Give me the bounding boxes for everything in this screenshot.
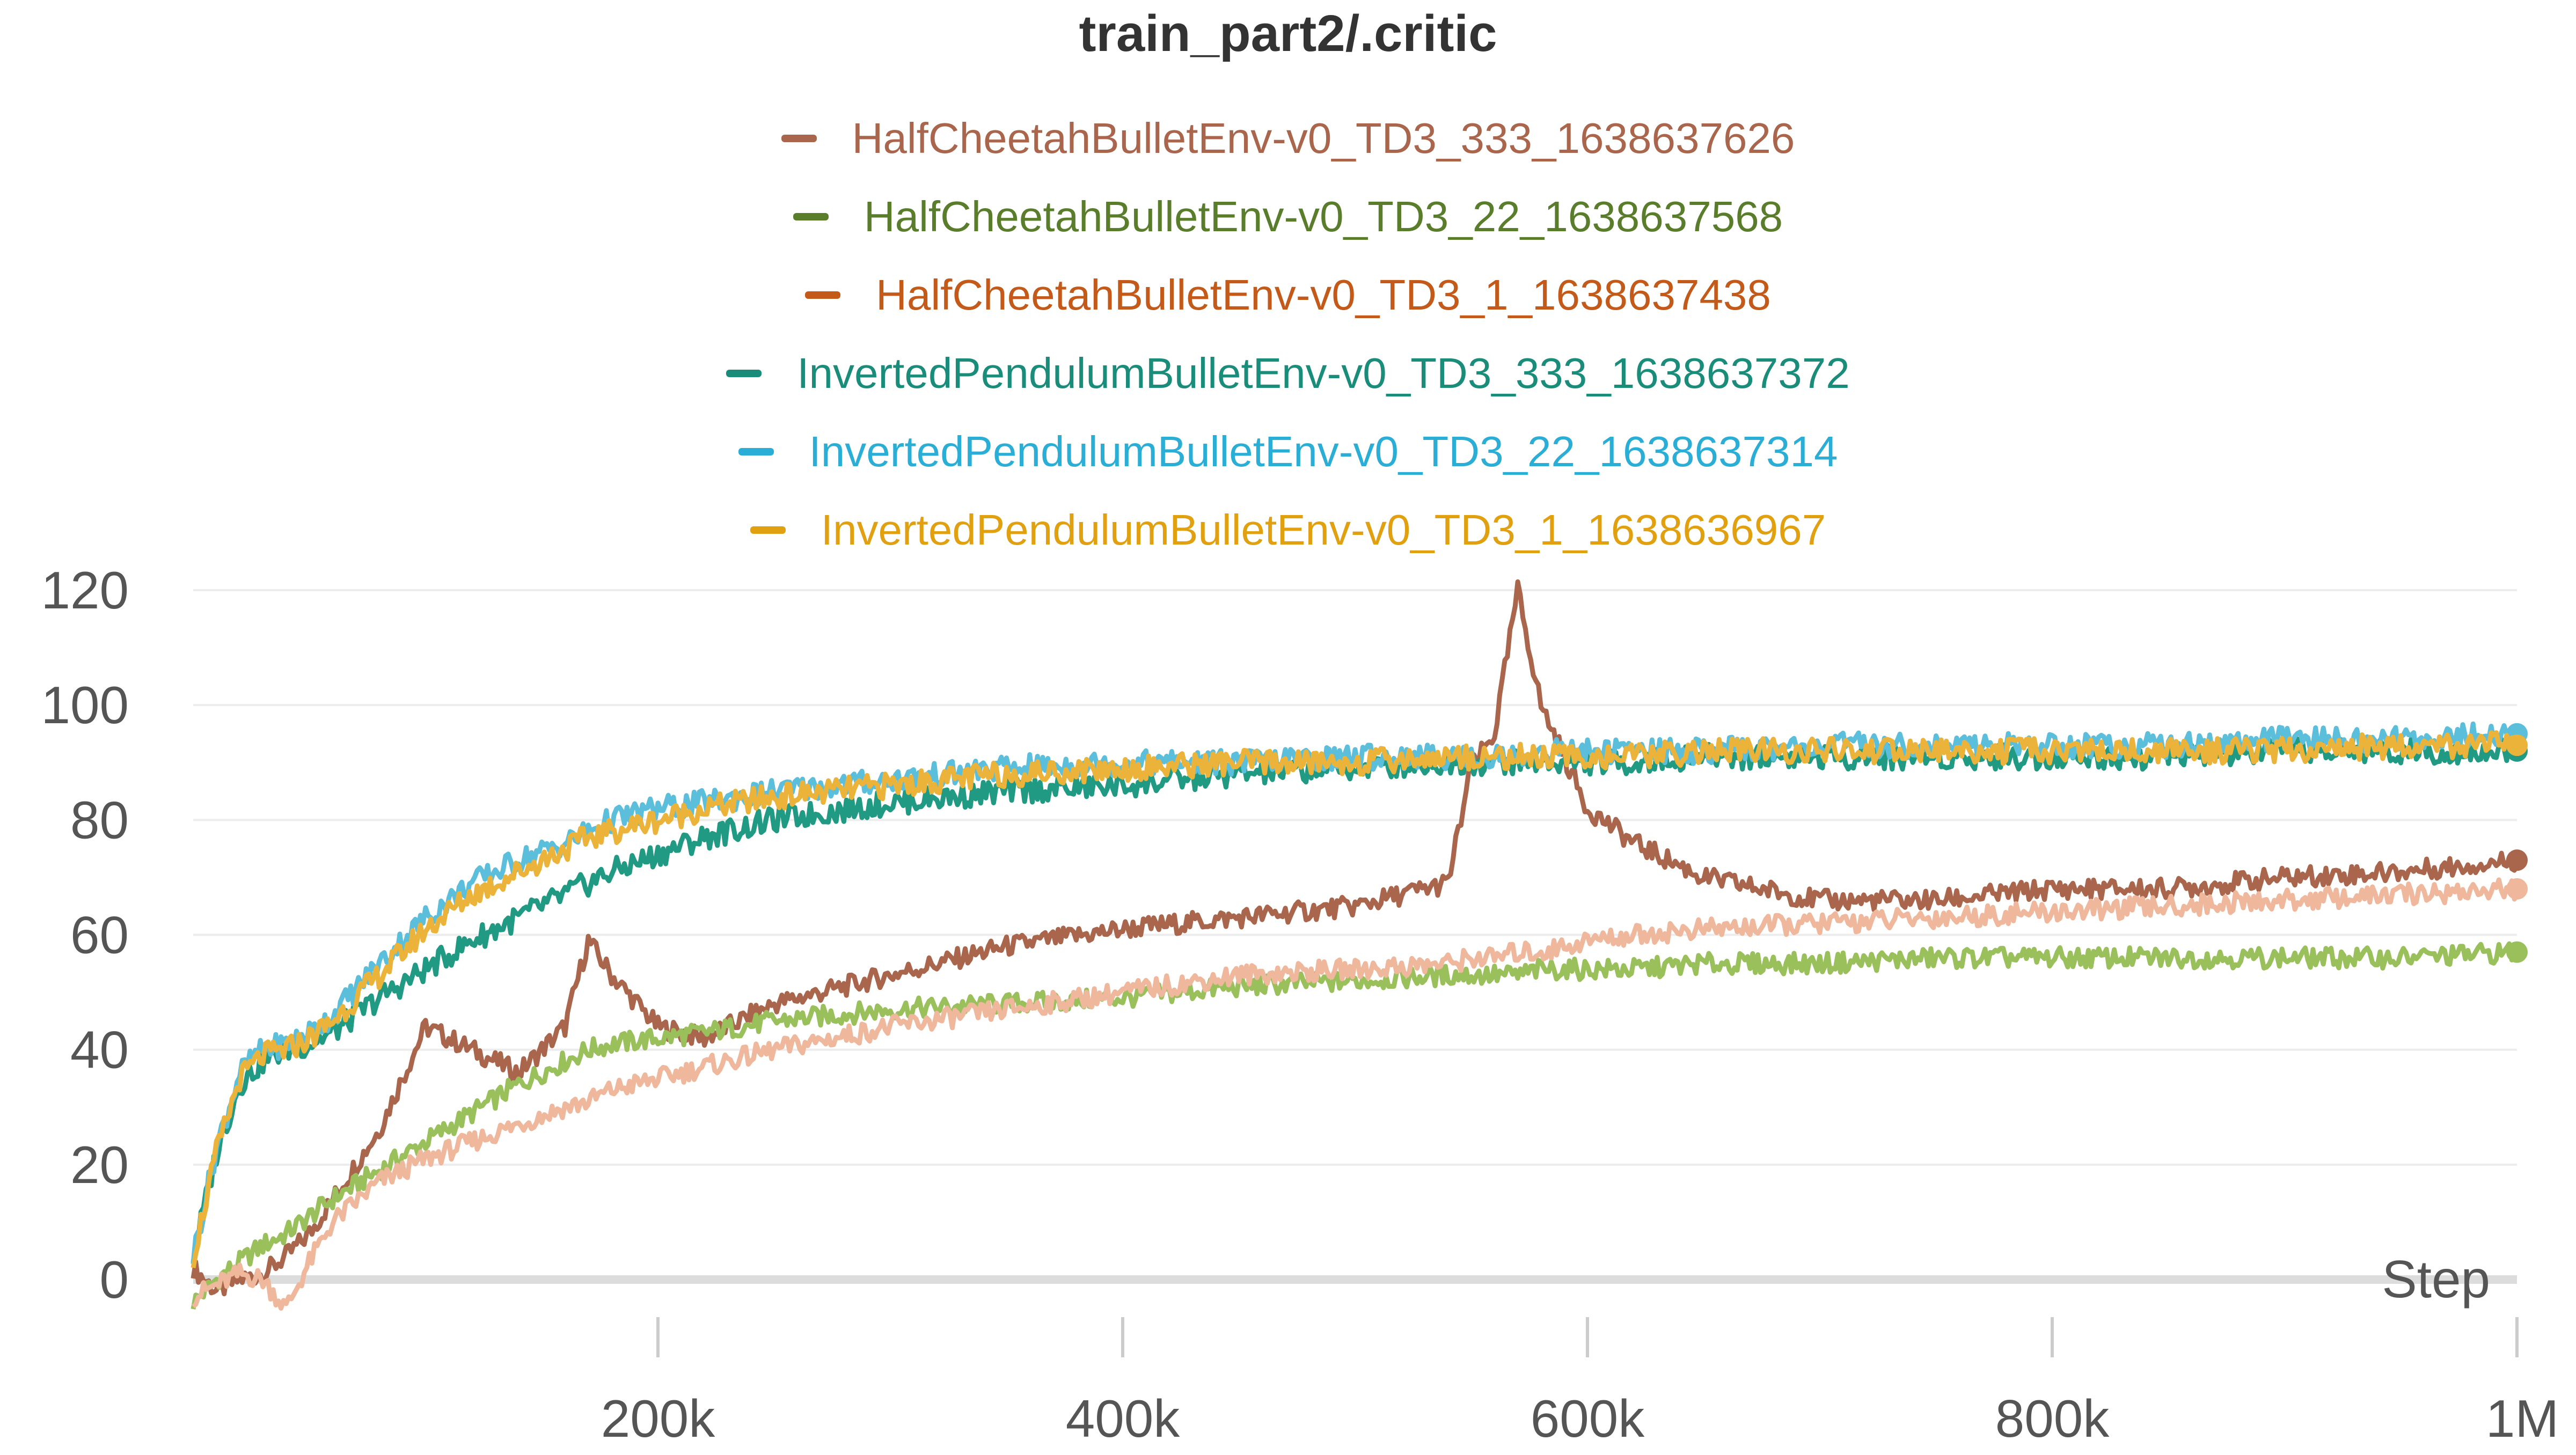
y-tick-label: 100 — [41, 675, 129, 734]
series-end-point — [2506, 734, 2528, 756]
series-end-point — [2506, 849, 2528, 871]
legend-label: HalfCheetahBulletEnv-v0_TD3_22_163863756… — [863, 193, 1783, 240]
legend-label: HalfCheetahBulletEnv-v0_TD3_1_1638637438 — [876, 271, 1771, 319]
legend: HalfCheetahBulletEnv-v0_TD3_333_16386376… — [0, 99, 2576, 569]
legend-swatch — [726, 370, 762, 377]
legend-swatch — [781, 135, 817, 142]
legend-entry: InvertedPendulumBulletEnv-v0_TD3_1_16386… — [0, 491, 2576, 569]
series-line — [191, 941, 2520, 1310]
legend-swatch — [750, 526, 786, 534]
x-tick-label: 800k — [1995, 1389, 2110, 1448]
y-tick-label: 20 — [70, 1135, 129, 1194]
legend-swatch — [805, 291, 841, 299]
legend-swatch — [738, 448, 774, 455]
x-axis-label: Step — [2382, 1250, 2490, 1309]
legend-swatch — [793, 213, 829, 221]
y-tick-label: 120 — [41, 561, 129, 620]
series-line — [191, 730, 2519, 1268]
grid — [193, 589, 2519, 1357]
series-end-point — [2506, 941, 2528, 963]
legend-entry: InvertedPendulumBulletEnv-v0_TD3_22_1638… — [0, 413, 2576, 491]
series-line — [191, 736, 2520, 1263]
series-end-point — [2506, 878, 2528, 900]
chart-title: train_part2/.critic — [1079, 5, 1497, 62]
y-tick-label: 0 — [99, 1250, 129, 1309]
y-tick-label: 40 — [70, 1020, 129, 1079]
series-line — [191, 579, 2520, 1297]
x-tick-label: 1M — [2486, 1389, 2559, 1448]
tick-labels: 0 20 40 60 80 100 120 200k 400k 600k 800k 1M — [41, 561, 2559, 1448]
y-tick-label: 80 — [70, 790, 129, 849]
legend-label: InvertedPendulumBulletEnv-v0_TD3_1_16386… — [821, 506, 1826, 554]
legend-entry: InvertedPendulumBulletEnv-v0_TD3_333_163… — [0, 334, 2576, 413]
legend-entry: HalfCheetahBulletEnv-v0_TD3_1_1638637438 — [0, 256, 2576, 334]
x-tick-label: 400k — [1066, 1389, 1181, 1448]
series-line — [191, 721, 2520, 1265]
legend-entry: HalfCheetahBulletEnv-v0_TD3_333_16386376… — [0, 99, 2576, 178]
series-lines — [191, 579, 2528, 1311]
legend-entry: HalfCheetahBulletEnv-v0_TD3_22_163863756… — [0, 178, 2576, 256]
y-tick-label: 60 — [70, 906, 129, 965]
legend-label: InvertedPendulumBulletEnv-v0_TD3_22_1638… — [809, 428, 1838, 475]
x-tick-label: 200k — [601, 1389, 716, 1448]
series-line — [192, 877, 2520, 1311]
x-tick-label: 600k — [1531, 1389, 1645, 1448]
legend-label: HalfCheetahBulletEnv-v0_TD3_333_16386376… — [852, 114, 1795, 162]
legend-label: InvertedPendulumBulletEnv-v0_TD3_333_163… — [797, 349, 1850, 397]
